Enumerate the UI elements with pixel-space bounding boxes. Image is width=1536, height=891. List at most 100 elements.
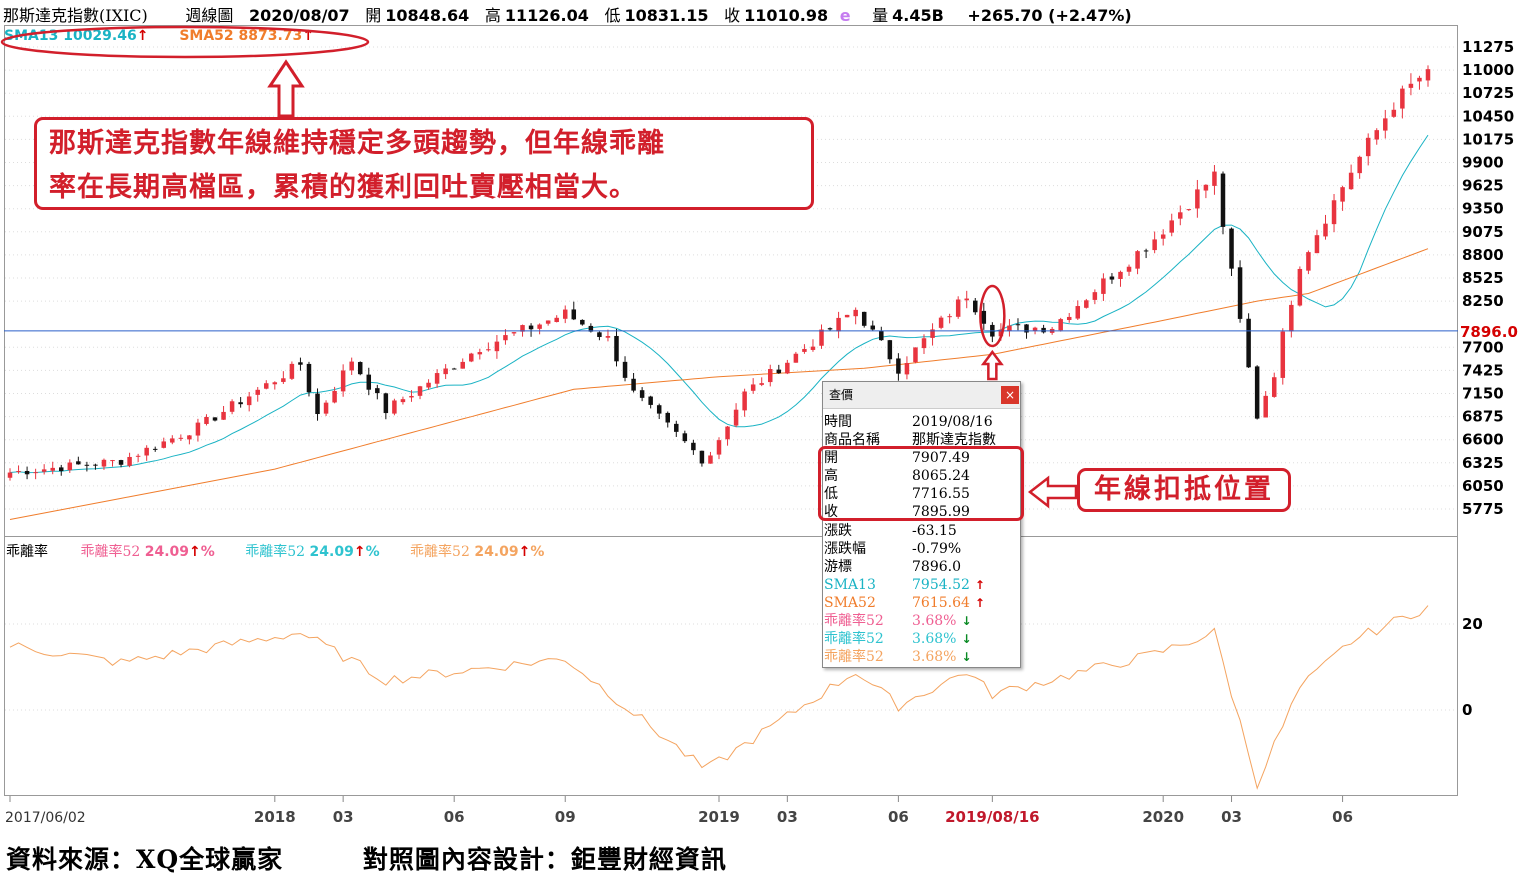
candle-body [255, 389, 260, 395]
candle [1340, 185, 1345, 211]
popup-row-value: 3.68% ↓ [912, 613, 972, 630]
popup-titlebar[interactable]: 查價 × [823, 382, 1020, 409]
offset-highlight-ellipse [979, 284, 1006, 348]
candle-body [332, 390, 337, 403]
candle-body [1280, 331, 1286, 378]
candle [973, 298, 978, 315]
candle [246, 391, 252, 412]
dev-legend-1-unit: % [200, 544, 215, 560]
candle [853, 307, 858, 325]
popup-row: 漲跌 -63.15 [823, 522, 1020, 540]
candle [1348, 164, 1354, 190]
popup-row-key: 漲跌幅 [824, 540, 866, 557]
candle-body [306, 363, 312, 393]
candle-body [682, 433, 688, 442]
dev-legend-3-value: 24.09 [474, 544, 519, 560]
candle [913, 347, 918, 364]
x-tick-label: 2017/06/02 [5, 810, 86, 826]
popup-row-value: 3.68% ↓ [912, 649, 972, 666]
candle-body [1254, 366, 1260, 419]
candle-body [417, 386, 423, 396]
candle-body [477, 352, 483, 355]
candle [725, 425, 730, 446]
price-lookup-popup[interactable]: 查價 × 時間 2019/08/16 商品名稱 那斯達克指數開 7907.49 高 8065… [822, 381, 1021, 668]
popup-rows: 時間 2019/08/16 商品名稱 那斯達克指數開 7907.49 高 8065.24 低 7… [823, 409, 1020, 666]
up-arrow-icon: ↑ [974, 577, 985, 592]
candle-body [1425, 69, 1431, 81]
popup-row: 乖離率52 3.68% ↓ [823, 630, 1020, 648]
price-tick-label: 8800 [1462, 246, 1504, 264]
candle-body [785, 362, 790, 374]
candle [870, 320, 876, 331]
deviation-panel[interactable] [4, 536, 1458, 796]
x-tick-label: 06 [1332, 808, 1353, 826]
candle-body [451, 368, 457, 370]
candle [836, 311, 841, 339]
x-tick-label: 03 [1221, 808, 1242, 826]
candle-body [357, 362, 363, 375]
x-tick-label: 09 [555, 808, 576, 826]
candle-body [1383, 118, 1388, 131]
candle [1271, 372, 1277, 398]
candle-body [24, 470, 30, 475]
candle-body [76, 461, 81, 465]
popup-row: 高 8065.24 [823, 467, 1020, 485]
candle-body [1024, 324, 1029, 333]
candle [469, 352, 474, 363]
down-arrow-icon: ↓ [961, 650, 972, 665]
candle-body [511, 332, 517, 334]
candle-body [1143, 250, 1149, 252]
candle-body [264, 383, 269, 389]
candle [1186, 209, 1192, 211]
candle [955, 296, 961, 319]
candle-body [1314, 235, 1320, 254]
candle [1143, 248, 1149, 259]
candle [349, 357, 354, 375]
candle-body [998, 329, 1004, 337]
candle [819, 324, 824, 349]
candle [571, 301, 577, 321]
candle-body [836, 317, 841, 332]
annotation-trend-note: 那斯達克指數年線維持穩定多頭趨勢，但年線乖離 率在長期高檔區，累積的獲利回吐賣壓… [34, 117, 814, 210]
up-arrow-icon: ↑ [974, 595, 985, 610]
candle [622, 356, 628, 382]
candle [1109, 273, 1115, 284]
candle-body [1084, 300, 1089, 308]
high-value: 11126.04 [504, 6, 589, 25]
candle-body [520, 325, 525, 332]
popup-row: 商品名稱 那斯達克指數 [823, 431, 1020, 449]
candle [144, 445, 149, 461]
annotation-offset-position: 年線扣抵位置 [1077, 468, 1291, 512]
candle [59, 464, 64, 476]
candle-body [400, 399, 406, 403]
candle-body [315, 393, 320, 415]
price-tick-label: 10175 [1462, 130, 1514, 148]
candle-body [913, 347, 918, 363]
candle [1391, 102, 1397, 118]
footer: 資料來源：XQ全球贏家 對照圖內容設計：鉅豐財經資訊 [6, 840, 727, 876]
price-tick-label: 6875 [1462, 408, 1504, 426]
candle-body [1058, 319, 1063, 331]
candle-body [1203, 184, 1209, 191]
candle [383, 392, 389, 420]
candle [750, 378, 756, 394]
candle-body [1408, 83, 1414, 88]
candle [827, 327, 833, 331]
x-tick-label: 03 [333, 808, 354, 826]
popup-row-value: 7896.0 [912, 558, 961, 575]
candle-body [486, 349, 491, 351]
candle-body [674, 423, 679, 432]
up-arrow-icon: ↑ [518, 544, 531, 560]
quote-date: 2020/08/07 [248, 6, 350, 25]
candle [392, 398, 397, 416]
candle-body [460, 361, 465, 369]
close-icon[interactable]: × [1001, 386, 1019, 404]
deviation-line [9, 605, 1429, 790]
candle-body [802, 348, 807, 352]
candle-body [1289, 304, 1294, 332]
candle-body [1220, 173, 1226, 227]
candle-body [1160, 234, 1166, 239]
candle-body [375, 388, 380, 394]
candle [375, 384, 380, 400]
dev-legend-3: 乖離率52 24.09↑% [410, 544, 544, 560]
